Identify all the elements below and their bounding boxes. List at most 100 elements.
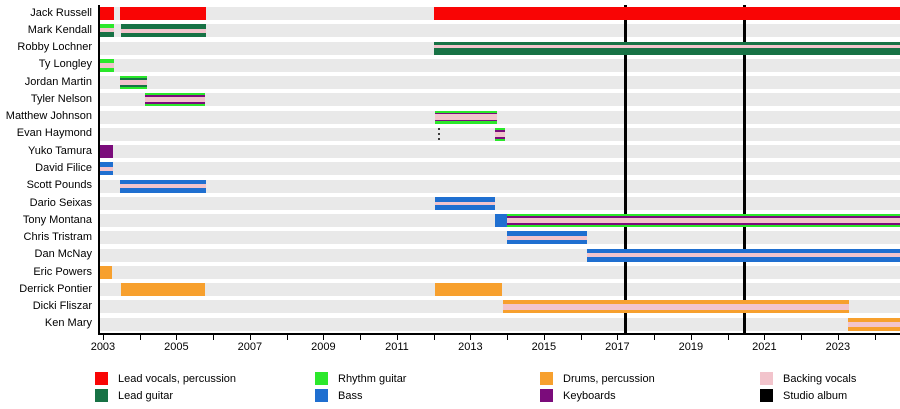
x-axis-tick	[617, 335, 619, 340]
x-axis-year-label: 2015	[531, 341, 557, 353]
bar-stripe-rhythm_guitar	[100, 67, 114, 72]
timeline-bar	[100, 265, 112, 279]
member-label: David Filice	[35, 162, 92, 174]
x-axis-tick	[543, 335, 545, 340]
bar-stripe-rhythm_guitar	[119, 76, 148, 79]
member-label: Tyler Nelson	[30, 92, 92, 105]
legend-item: Lead guitar	[95, 388, 173, 403]
bar-stripe-lead_guitar	[100, 32, 114, 38]
bar-stripe-backing_vocals	[586, 253, 900, 257]
bar-stripe-backing_vocals	[100, 167, 113, 171]
bar-stripe-rhythm_guitar	[506, 214, 900, 217]
bar-stripe-keyboards	[144, 95, 206, 98]
x-axis-year-label: 2009	[311, 341, 336, 353]
timeline-bar	[119, 179, 206, 193]
bar-stripe-backing_vocals	[848, 321, 900, 327]
bar-stripe-bass	[119, 179, 206, 185]
bar-stripe-backing_vocals	[506, 218, 900, 224]
bar-stripe-bass	[100, 162, 113, 168]
x-axis-tick	[139, 335, 141, 340]
x-axis-year-label: 2003	[90, 341, 116, 353]
timeline-bar	[100, 58, 114, 72]
x-axis-year-label: 2011	[385, 341, 409, 353]
timeline-dashed-marker	[438, 127, 441, 141]
bar-stripe-backing_vocals	[503, 304, 849, 310]
legend-item: Studio album	[760, 388, 847, 403]
member-label: Tony Montana	[22, 213, 92, 226]
x-axis-year-label: 2017	[605, 341, 630, 353]
row-background-strip	[100, 76, 900, 90]
x-axis-tick	[764, 335, 766, 340]
x-axis-tick	[396, 335, 398, 340]
bar-stripe-bass	[506, 231, 587, 237]
bar-stripe-backing_vocals	[119, 79, 148, 86]
legend-label: Rhythm guitar	[338, 372, 407, 385]
x-axis-tick	[507, 335, 509, 340]
bar-stripe-rhythm_guitar	[100, 24, 114, 29]
legend-swatch-lead_guitar	[95, 389, 108, 402]
legend-swatch-studio_album	[760, 389, 773, 402]
bar-stripe-keyboards	[495, 136, 505, 139]
legend-label: Bass	[338, 389, 363, 402]
bar-stripe-backing_vocals	[434, 114, 497, 120]
timeline-bar	[434, 110, 497, 124]
bar-stripe-backing_vocals	[433, 45, 900, 49]
bar-stripe-drums	[848, 317, 900, 322]
x-axis-line	[98, 333, 900, 335]
x-axis-year-label: 2019	[678, 341, 704, 353]
legend-label: Backing vocals	[783, 372, 857, 385]
bar-stripe-drums	[434, 283, 502, 297]
bar-stripe-bass	[506, 239, 587, 245]
plot-area	[100, 5, 900, 333]
bar-stripe-keyboards	[495, 129, 505, 132]
row-background-strip	[100, 317, 900, 331]
member-label: Jordan Martin	[24, 75, 92, 88]
bar-stripe-drums	[848, 326, 900, 331]
bar-stripe-keyboards	[144, 102, 206, 105]
member-label: Ken Mary	[44, 317, 92, 330]
x-axis-tick	[654, 335, 656, 340]
timeline-bar	[495, 127, 505, 141]
x-axis-tick	[801, 335, 803, 340]
x-axis-year-label: 2007	[237, 341, 263, 353]
bar-stripe-backing_vocals	[119, 184, 206, 188]
timeline-bar	[100, 162, 113, 176]
legend-item: Bass	[315, 388, 362, 403]
timeline-bar	[586, 248, 900, 262]
bar-stripe-rhythm_guitar	[506, 225, 900, 228]
member-labels-column: Jack Russell Mark Kendall Robby Lochner Ty …	[0, 5, 96, 333]
x-axis-tick	[249, 335, 251, 340]
member-label: Derrick Pontier	[19, 282, 92, 295]
legend-swatch-backing_vocals	[760, 372, 773, 385]
bar-stripe-backing_vocals	[434, 201, 496, 206]
legend-item: Backing vocals	[760, 371, 856, 386]
bar-stripe-backing_vocals	[144, 97, 206, 103]
bar-stripe-bass	[434, 205, 496, 210]
x-axis-tick	[323, 335, 325, 340]
member-label: Dan McNay	[34, 248, 92, 261]
legend-label: Lead vocals, percussion	[118, 372, 237, 385]
bar-stripe-rhythm_guitar	[144, 104, 206, 107]
timeline-bar	[120, 283, 206, 297]
member-label: Chris Tristram	[23, 231, 92, 244]
x-axis-year-label: 2013	[458, 341, 483, 353]
timeline-bar	[848, 317, 900, 331]
bar-stripe-backing_vocals	[120, 28, 206, 33]
timeline-bar	[434, 196, 496, 210]
row-background-strip	[100, 162, 900, 176]
row-background-strip	[100, 179, 900, 193]
timeline-bar	[144, 93, 206, 107]
bar-stripe-lead_guitar	[119, 85, 148, 87]
row-background-strip	[100, 196, 900, 210]
bar-stripe-rhythm_guitar	[100, 58, 114, 63]
x-axis-tick	[874, 335, 876, 340]
bar-stripe-lead_guitar	[433, 41, 900, 46]
bar-stripe-keyboards	[434, 112, 497, 115]
timeline-bar	[433, 7, 900, 20]
member-label: Evan Haymond	[16, 127, 92, 140]
y-axis-spine	[98, 5, 100, 335]
studio-album-line	[743, 5, 747, 333]
bar-stripe-bass	[434, 196, 496, 202]
bar-stripe-rhythm_guitar	[495, 138, 505, 141]
timeline-bar	[506, 231, 587, 245]
